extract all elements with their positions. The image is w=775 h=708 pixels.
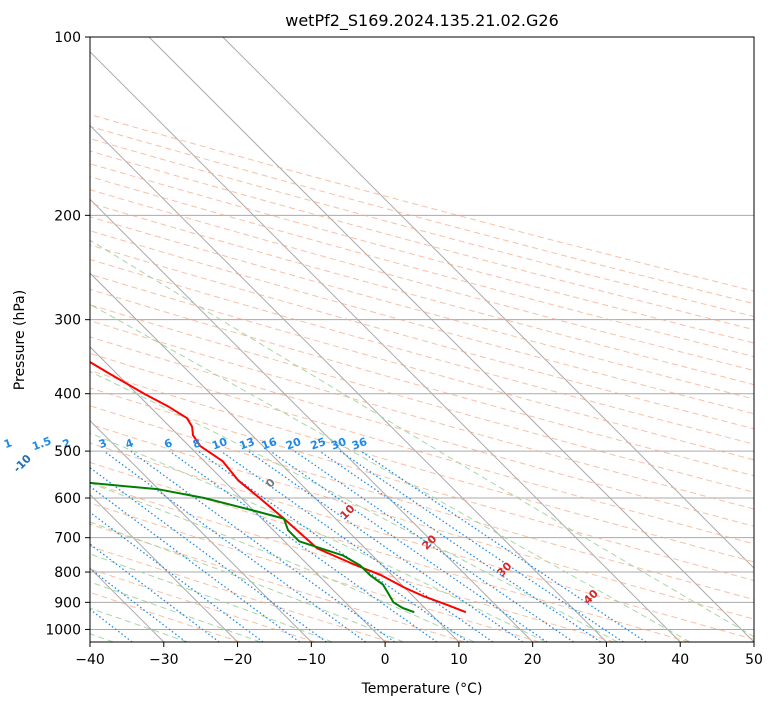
y-tick-label: 900 — [54, 595, 81, 611]
mixing-ratio-label: 2 — [61, 436, 73, 451]
dry-adiabat-line — [90, 336, 754, 527]
moist-adiabat-line — [90, 239, 754, 638]
mixing-ratio-label: 13 — [238, 435, 257, 452]
x-tick-label: −40 — [75, 652, 105, 668]
x-tick-label: 40 — [671, 652, 689, 668]
dry-adiabat-line — [90, 423, 754, 620]
y-tick-label: 800 — [54, 565, 81, 581]
isotherm-line — [90, 51, 681, 642]
temperature-profile-line — [90, 360, 467, 614]
dry-adiabat-line — [90, 545, 391, 642]
dry-adiabat-line — [90, 273, 754, 461]
x-tick-label: 10 — [450, 652, 468, 668]
mixing-ratio-label: 10 — [210, 435, 229, 453]
dry-adiabat-line — [90, 352, 754, 545]
mixing-ratio-line — [339, 450, 624, 642]
x-tick-label: 30 — [598, 652, 616, 668]
y-tick-label: 500 — [54, 444, 81, 460]
y-tick-label: 200 — [54, 208, 81, 224]
chart-title: wetPf2_S169.2024.135.21.02.G26 — [285, 11, 559, 31]
isotherm-line — [90, 198, 534, 642]
plot-frame — [89, 36, 755, 643]
x-tick-label: −30 — [149, 652, 179, 668]
x-tick-label: 20 — [524, 652, 542, 668]
mixing-ratio-label: 20 — [284, 435, 303, 453]
moist-adiabat-line — [90, 521, 404, 642]
mixing-ratio-line — [103, 450, 367, 642]
x-tick-label: 0 — [381, 652, 390, 668]
mixing-ratio-label: 36 — [350, 435, 369, 453]
contour-labels: 0.10.20.40.611.52346810131620253036-100-… — [2, 434, 601, 607]
moist-adiabat-line — [90, 432, 546, 642]
mixing-ratio-label: 6 — [162, 436, 174, 451]
dry-adiabat-line — [90, 369, 754, 563]
y-axis-title: Pressure (hPa) — [12, 290, 28, 390]
isotherm-line — [90, 124, 607, 642]
axes: −40 −30 −20 −10 0 10 20 30 40 50 100 200 300 400 500 60… — [45, 30, 763, 668]
isotherm-line — [90, 346, 386, 642]
dry-adiabat-line — [90, 150, 754, 331]
dry-adiabat-line — [90, 461, 690, 642]
x-tick-label: 50 — [745, 652, 763, 668]
dry-adiabat-line — [90, 591, 241, 642]
y-tick-label: 400 — [54, 387, 81, 403]
dry-adiabat-line — [90, 202, 754, 386]
dry-adiabat-line — [90, 481, 615, 642]
mixing-ratio-label: 1.5 — [30, 434, 53, 453]
mixing-ratio-line — [270, 450, 548, 642]
x-tick-label: −10 — [297, 652, 327, 668]
isotherm-line — [90, 493, 238, 642]
mixing-ratio-line — [220, 450, 494, 642]
dry-adiabat-line — [90, 113, 754, 292]
mixing-ratio-label: 16 — [260, 435, 279, 453]
isotherm-line — [148, 37, 754, 642]
background-lines — [90, 37, 754, 642]
y-tick-label: 300 — [54, 313, 81, 329]
mixing-ratio-line — [90, 466, 327, 642]
y-tick-label: 600 — [54, 491, 81, 507]
dry-adiabat-line — [90, 442, 754, 640]
isotherm-line — [90, 419, 312, 642]
dry-adiabat-line — [90, 244, 754, 430]
moist-adiabat-line — [90, 553, 333, 642]
y-tick-label: 100 — [54, 30, 81, 46]
moist-adiabat-line — [90, 303, 691, 642]
x-tick-label: −20 — [223, 652, 253, 668]
y-tick-label: 1000 — [45, 622, 81, 638]
y-tick-label: 700 — [54, 531, 81, 547]
mixing-ratio-line — [169, 450, 438, 642]
dry-adiabat-line — [90, 216, 754, 400]
series-layer — [90, 360, 467, 614]
mixing-ratio-label: 8 — [191, 436, 203, 451]
moist-adiabat-line — [90, 482, 475, 642]
mixing-ratio-label: 4 — [124, 436, 136, 451]
x-axis-title: Temperature (°C) — [361, 681, 483, 697]
dry-adiabat-line — [90, 320, 754, 510]
dry-adiabat-line — [90, 523, 465, 642]
mixing-ratio-label: 1 — [2, 436, 14, 451]
mixing-ratio-label: 30 — [329, 435, 348, 453]
dry-adiabat-line — [90, 138, 754, 318]
isotherm-line — [90, 272, 460, 642]
dry-adiabat-line — [90, 176, 754, 358]
mixing-ratio-line — [360, 450, 647, 642]
mixing-ratio-line — [90, 543, 220, 642]
mixing-ratio-label: 3 — [97, 436, 109, 451]
mixing-ratio-label: 25 — [309, 435, 328, 452]
dewpoint-profile-line — [90, 481, 415, 614]
